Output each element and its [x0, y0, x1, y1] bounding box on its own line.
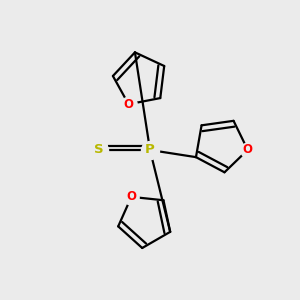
Text: P: P	[145, 143, 155, 157]
Text: O: O	[126, 190, 136, 203]
Text: S: S	[94, 143, 104, 157]
Text: O: O	[243, 143, 253, 156]
Text: O: O	[124, 98, 134, 111]
